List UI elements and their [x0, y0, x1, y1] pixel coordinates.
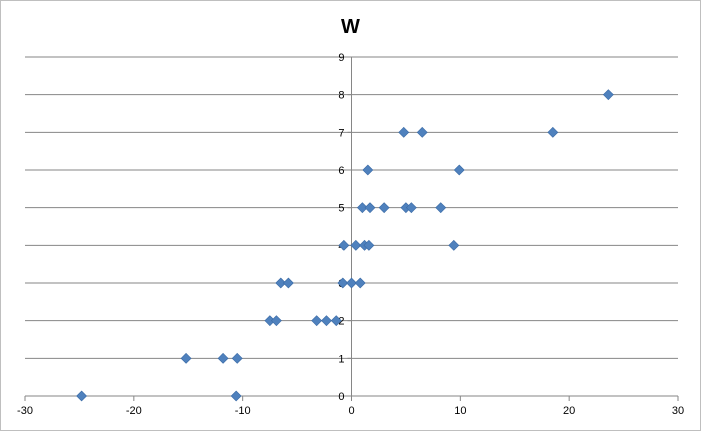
data-point-7: [311, 315, 323, 327]
data-point-11: [282, 277, 294, 289]
data-point-9: [330, 315, 342, 327]
data-point-29: [416, 126, 428, 138]
data-point-15: [338, 239, 350, 251]
data-point-10: [275, 277, 287, 289]
data-point-28: [398, 126, 410, 138]
y-tick-label-1: 1: [338, 353, 344, 365]
data-point-25: [435, 202, 447, 214]
data-point-21: [364, 202, 376, 214]
data-point-13: [346, 277, 357, 289]
data-point-18: [363, 239, 375, 251]
data-point-26: [362, 164, 374, 176]
data-point-6: [270, 315, 282, 327]
x-tick-label--10: -10: [235, 405, 251, 417]
y-tick-label-6: 6: [338, 165, 344, 177]
y-tick-label-5: 5: [338, 203, 344, 215]
data-point-14: [354, 277, 366, 289]
data-point-24: [405, 202, 417, 214]
data-point-22: [378, 202, 390, 214]
data-points: [76, 89, 614, 402]
chart-title: W: [341, 16, 360, 38]
data-point-16: [350, 239, 362, 251]
data-point-31: [602, 89, 614, 101]
data-point-12: [337, 277, 349, 289]
y-tick-label-2: 2: [338, 316, 344, 328]
data-point-4: [231, 352, 243, 364]
y-tick-label-9: 9: [338, 52, 344, 64]
data-point-1: [230, 390, 242, 402]
data-point-19: [448, 239, 460, 251]
data-point-3: [217, 352, 229, 364]
data-point-8: [321, 315, 332, 327]
data-point-2: [180, 352, 192, 364]
axes: [24, 56, 679, 401]
x-tick-label-20: 20: [563, 405, 575, 417]
x-tick-label-0: 0: [348, 405, 354, 417]
x-tick-label--30: -30: [17, 405, 33, 417]
y-tick-label-8: 8: [338, 90, 344, 102]
x-tick-label-10: 10: [454, 405, 466, 417]
data-point-27: [453, 164, 465, 176]
data-point-20: [356, 202, 368, 214]
y-tick-label-0: 0: [338, 391, 344, 403]
y-tick-label-7: 7: [338, 127, 344, 139]
x-tick-label-30: 30: [672, 405, 684, 417]
x-tick-label--20: -20: [126, 405, 142, 417]
data-point-30: [547, 126, 559, 138]
data-point-0: [76, 390, 88, 402]
